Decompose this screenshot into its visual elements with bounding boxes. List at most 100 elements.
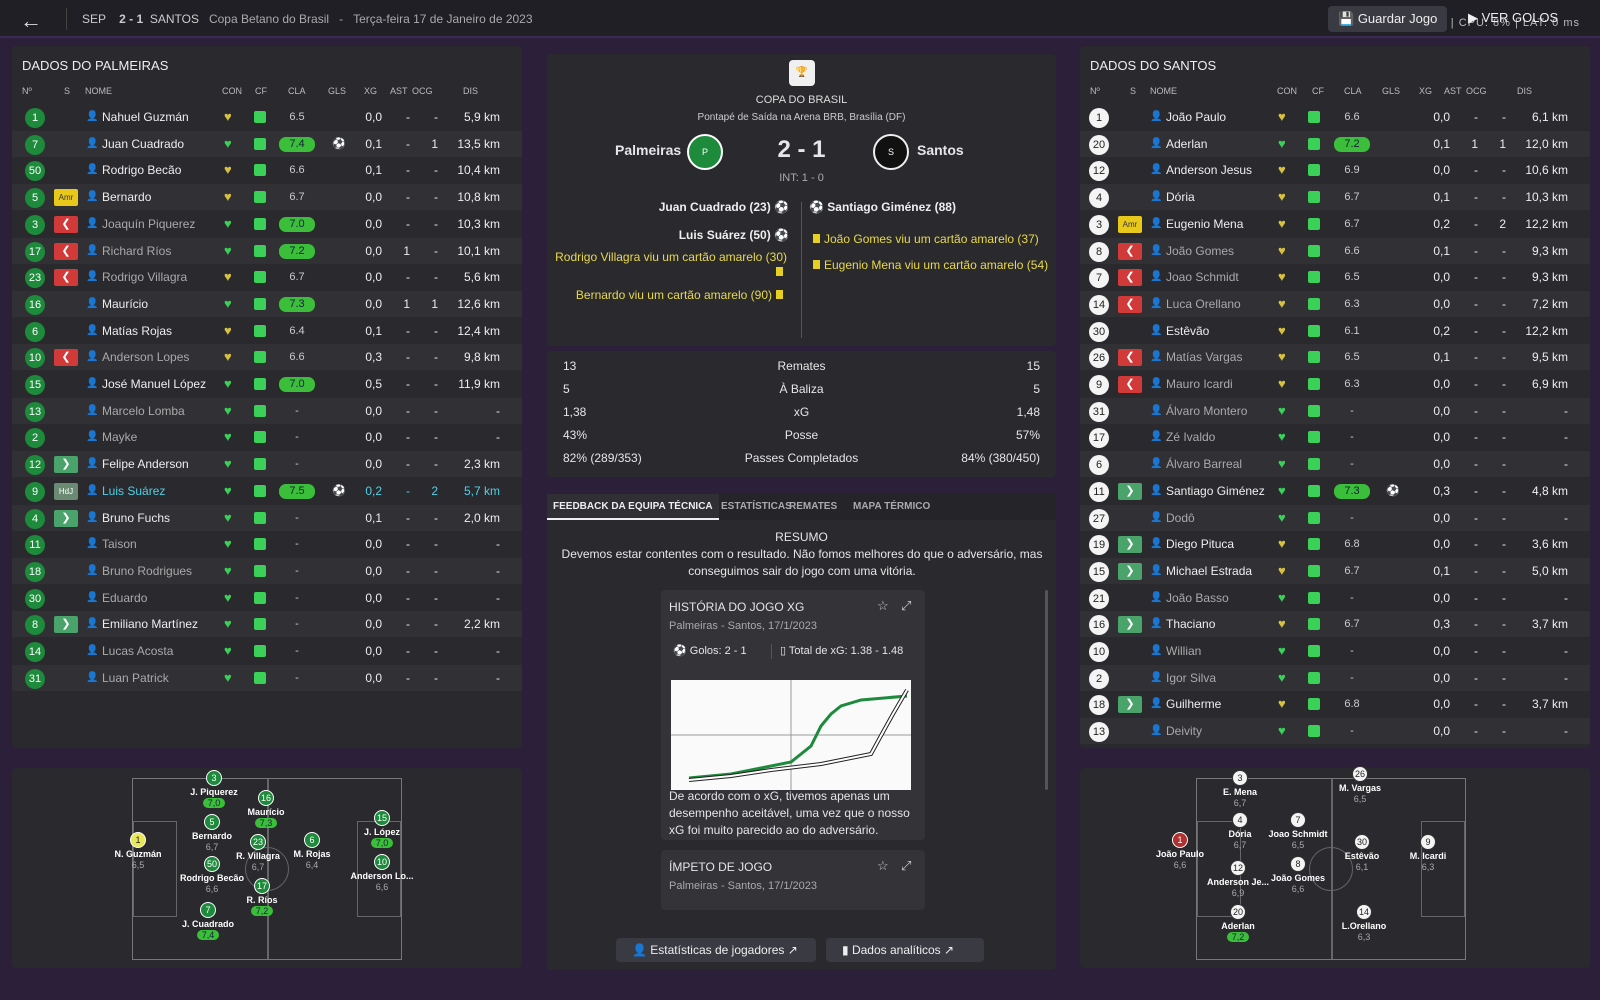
table-row[interactable]: 50 👤 Rodrigo Becão ♥ 6.6 0,1 - - 10,4 km	[12, 157, 522, 183]
lineup-player[interactable]: 5 Bernardo 6,7	[172, 814, 252, 852]
table-row[interactable]: 2 👤 Igor Silva ♥ - 0,0 - - -	[1080, 664, 1590, 691]
player-name[interactable]: João Paulo	[1166, 110, 1227, 124]
player-name[interactable]: Anderson Lopes	[102, 350, 190, 365]
player-name[interactable]: Anderson Jesus	[1166, 163, 1253, 178]
table-row[interactable]: 20 👤 Aderlan ♥ 7.2 0,1 1 1 12,0 km	[1080, 130, 1590, 157]
table-row[interactable]: 8 ❮ 👤 João Gomes ♥ 6.6 0,1 - - 9,3 km	[1080, 237, 1590, 264]
back-arrow-icon[interactable]: ←	[20, 8, 42, 33]
lineup-player[interactable]: 12 Anderson Je... 6,9	[1198, 860, 1278, 898]
table-row[interactable]: 6 👤 Álvaro Barreal ♥ - 0,0 - - -	[1080, 451, 1590, 478]
col-name[interactable]: NOME	[1150, 86, 1177, 96]
momentum-card[interactable]: ÍMPETO DE JOGO Palmeiras - Santos, 17/1/…	[661, 850, 925, 910]
player-name[interactable]: Luan Patrick	[102, 670, 169, 685]
player-stats-button[interactable]: 👤 Estatísticas de jogadores ↗	[616, 938, 816, 962]
lineup-player[interactable]: 30 Estêvão 6,1	[1322, 834, 1402, 872]
save-game-button[interactable]: 💾 Guardar Jogo	[1328, 6, 1448, 32]
star-icon[interactable]: ☆	[877, 598, 889, 613]
player-name[interactable]: Luis Suárez	[102, 483, 166, 498]
player-name[interactable]: Juan Cuadrado	[102, 136, 185, 151]
table-row[interactable]: 26 ❮ 👤 Matías Vargas ♥ 6.5 0,1 - - 9,5 km	[1080, 344, 1590, 371]
table-row[interactable]: 12 👤 Anderson Jesus ♥ 6.9 0,0 - - 10,6 km	[1080, 157, 1590, 183]
player-name[interactable]: Felipe Anderson	[102, 457, 189, 472]
col-dis[interactable]: DIS	[463, 86, 479, 96]
away-team-name[interactable]: Santos	[917, 142, 964, 158]
player-name[interactable]: Michael Estrada	[1166, 563, 1253, 578]
table-row[interactable]: 11 👤 Taison ♥ - 0,0 - - -	[12, 531, 522, 557]
player-name[interactable]: Mauro Icardi	[1166, 377, 1233, 391]
player-name[interactable]: Thaciano	[1166, 617, 1216, 632]
table-row[interactable]: 14 👤 Lucas Acosta ♥ - 0,0 - - -	[12, 638, 522, 664]
lineup-player[interactable]: 15 J. López 7,0	[342, 810, 422, 848]
lineup-player[interactable]: 3 J. Piquerez 7,0	[174, 770, 254, 808]
table-row[interactable]: 16 👤 Maurício ♥ 7.3 0,0 1 1 12,6 km	[12, 290, 522, 317]
table-row[interactable]: 2 👤 Mayke ♥ - 0,0 - - -	[12, 424, 522, 450]
table-row[interactable]: 13 👤 Marcelo Lomba ♥ - 0,0 - - -	[12, 397, 522, 424]
lineup-player[interactable]: 16 Maurício 7,3	[226, 790, 306, 828]
table-row[interactable]: 13 👤 Deivity ♥ - 0,0 - - -	[1080, 718, 1590, 745]
table-row[interactable]: 10 👤 Willian ♥ - 0,0 - - -	[1080, 638, 1590, 664]
table-row[interactable]: 12 ❯ 👤 Felipe Anderson ♥ - 0,0 - - 2,3 km	[12, 451, 522, 478]
table-row[interactable]: 31 👤 Álvaro Montero ♥ - 0,0 - - -	[1080, 397, 1590, 424]
lineup-player[interactable]: 7 Joao Schmidt 6,5	[1258, 812, 1338, 850]
player-name[interactable]: Álvaro Barreal	[1166, 457, 1243, 472]
player-name[interactable]: Estêvão	[1166, 323, 1210, 338]
col-ocg[interactable]: OCG	[1466, 86, 1487, 96]
col-gls[interactable]: GLS	[328, 86, 347, 96]
player-name[interactable]: Guilherme	[1166, 697, 1222, 712]
table-row[interactable]: 23 ❮ 👤 Rodrigo Villagra ♥ 6.7 0,0 - - 5,6 km	[12, 264, 522, 290]
view-goals-button[interactable]: ▶ VER GOLOS	[1468, 10, 1558, 26]
table-row[interactable]: 6 👤 Matías Rojas ♥ 6.4 0,1 - - 12,4 km	[12, 318, 522, 344]
player-name[interactable]: Matías Rojas	[102, 323, 173, 338]
col-con[interactable]: CON	[222, 86, 242, 96]
feedback-scrollbar[interactable]	[1045, 590, 1048, 790]
player-name[interactable]: Matías Vargas	[1166, 350, 1243, 365]
tab-2[interactable]: REMATES	[789, 501, 838, 512]
lineup-player[interactable]: 20 Aderlan 7,2	[1198, 904, 1278, 942]
tab-0[interactable]: FEEDBACK DA EQUIPA TÉCNICA	[547, 494, 719, 520]
expand-icon[interactable]: ⤢	[901, 858, 912, 873]
tab-3[interactable]: MAPA TÉRMICO	[853, 501, 931, 512]
player-name[interactable]: Joao Schmidt	[1166, 270, 1239, 285]
player-name[interactable]: Lucas Acosta	[102, 644, 174, 658]
col-ast[interactable]: AST	[390, 86, 408, 96]
col-sub[interactable]: S	[64, 86, 71, 96]
col-num[interactable]: Nº	[1090, 86, 1100, 96]
player-name[interactable]: Aderlan	[1166, 136, 1208, 151]
table-row[interactable]: 5 Amr 👤 Bernardo ♥ 6.7 0,0 - - 10,8 km	[12, 184, 522, 211]
lineup-player[interactable]: 26 M. Vargas 6,5	[1320, 766, 1400, 804]
table-row[interactable]: 4 👤 Dória ♥ 6.7 0,1 - - 10,3 km	[1080, 184, 1590, 211]
table-row[interactable]: 9 ❮ 👤 Mauro Icardi ♥ 6.3 0,0 - - 6,9 km	[1080, 371, 1590, 397]
table-row[interactable]: 27 👤 Dodô ♥ - 0,0 - - -	[1080, 504, 1590, 531]
table-row[interactable]: 7 ❮ 👤 Joao Schmidt ♥ 6.5 0,0 - - 9,3 km	[1080, 264, 1590, 290]
table-row[interactable]: 17 ❮ 👤 Richard Ríos ♥ 7.2 0,0 1 - 10,1 km	[12, 237, 522, 264]
table-row[interactable]: 9 HdJ 👤 Luis Suárez ♥ 7.5 ⚽ 0,2 - 2 5,7 km	[12, 478, 522, 504]
table-row[interactable]: 11 ❯ 👤 Santiago Giménez ♥ 7.3 ⚽ 0,3 - - 4,8 km	[1080, 478, 1590, 504]
table-row[interactable]: 7 👤 Juan Cuadrado ♥ 7.4 ⚽ 0,1 - 1 13,5 km	[12, 130, 522, 157]
lineup-player[interactable]: 4 Dória 6,7	[1200, 812, 1280, 850]
table-row[interactable]: 18 ❯ 👤 Guilherme ♥ 6.8 0,0 - - 3,7 km	[1080, 691, 1590, 717]
player-name[interactable]: Emiliano Martínez	[102, 617, 199, 632]
player-name[interactable]: Bernardo	[102, 190, 152, 205]
table-row[interactable]: 19 ❯ 👤 Diego Pituca ♥ 6.8 0,0 - - 3,6 km	[1080, 531, 1590, 557]
player-name[interactable]: Zé Ivaldo	[1166, 430, 1216, 445]
table-row[interactable]: 30 👤 Eduardo ♥ - 0,0 - - -	[12, 585, 522, 611]
table-row[interactable]: 15 👤 José Manuel López ♥ 7.0 0,5 - - 11,9 km	[12, 371, 522, 397]
analytics-button[interactable]: ▮ Dados analíticos ↗	[826, 938, 984, 962]
lineup-player[interactable]: 8 João Gomes 6,6	[1258, 856, 1338, 894]
col-sub[interactable]: S	[1130, 86, 1137, 96]
player-name[interactable]: Bruno Rodrigues	[102, 563, 193, 578]
table-row[interactable]: 10 ❮ 👤 Anderson Lopes ♥ 6.6 0,3 - - 9,8 km	[12, 344, 522, 371]
header-competition[interactable]: Copa Betano do Brasil	[208, 12, 330, 26]
table-row[interactable]: 4 ❯ 👤 Bruno Fuchs ♥ - 0,1 - - 2,0 km	[12, 504, 522, 531]
player-name[interactable]: Willian	[1166, 644, 1202, 658]
col-con[interactable]: CON	[1277, 86, 1297, 96]
col-xg[interactable]: XG	[1419, 86, 1433, 96]
col-cf[interactable]: CF	[1312, 86, 1324, 96]
table-row[interactable]: 3 Amr 👤 Eugenio Mena ♥ 6.7 0,2 - 2 12,2 km	[1080, 211, 1590, 237]
lineup-player[interactable]: 17 R. Ríos 7,2	[222, 878, 302, 916]
table-row[interactable]: 3 ❮ 👤 Joaquín Piquerez ♥ 7.0 0,0 - - 10,3 km	[12, 211, 522, 237]
player-name[interactable]: Deivity	[1166, 724, 1203, 739]
player-name[interactable]: Maurício	[102, 296, 149, 311]
xg-history-card[interactable]: HISTÓRIA DO JOGO XG Palmeiras - Santos, …	[661, 590, 925, 840]
table-row[interactable]: 18 👤 Bruno Rodrigues ♥ - 0,0 - - -	[12, 557, 522, 584]
